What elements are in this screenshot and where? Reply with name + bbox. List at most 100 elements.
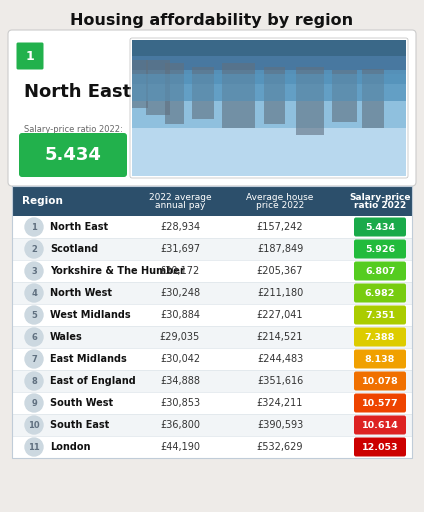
Text: 10.577: 10.577: [362, 398, 398, 408]
Text: £227,041: £227,041: [257, 310, 303, 320]
Bar: [12, 260, 412, 282]
FancyBboxPatch shape: [354, 350, 406, 369]
Text: 5.926: 5.926: [365, 245, 395, 253]
Text: 5.434: 5.434: [365, 223, 395, 231]
Circle shape: [25, 372, 43, 390]
Text: £157,242: £157,242: [257, 222, 303, 232]
Text: 2: 2: [31, 245, 37, 253]
Text: 10: 10: [28, 420, 40, 430]
Text: 9: 9: [31, 398, 37, 408]
FancyBboxPatch shape: [354, 240, 406, 259]
Bar: [132, 70, 406, 83]
Circle shape: [25, 262, 43, 280]
Text: Yorkshire & The Humber: Yorkshire & The Humber: [50, 266, 185, 276]
Circle shape: [25, 328, 43, 346]
Text: 1: 1: [31, 223, 37, 231]
Text: £324,211: £324,211: [257, 398, 303, 408]
Text: ratio 2022: ratio 2022: [354, 202, 406, 210]
Text: £187,849: £187,849: [257, 244, 303, 254]
Text: North East: North East: [24, 83, 131, 101]
Circle shape: [25, 416, 43, 434]
Circle shape: [25, 284, 43, 302]
FancyBboxPatch shape: [354, 262, 406, 281]
Text: Salary-price ratio 2022:: Salary-price ratio 2022:: [24, 125, 123, 135]
Text: Scotland: Scotland: [50, 244, 98, 254]
Text: 7: 7: [31, 354, 37, 364]
Text: 11: 11: [28, 442, 40, 452]
FancyBboxPatch shape: [354, 284, 406, 303]
Bar: [132, 56, 406, 70]
Bar: [165, 63, 184, 124]
FancyBboxPatch shape: [354, 416, 406, 435]
Text: Region: Region: [22, 196, 63, 206]
Text: 10.614: 10.614: [362, 420, 399, 430]
Text: £390,593: £390,593: [257, 420, 303, 430]
Bar: [12, 282, 412, 304]
Text: 1: 1: [25, 50, 34, 62]
Bar: [132, 60, 148, 108]
Text: £44,190: £44,190: [160, 442, 200, 452]
Text: Salary-price: Salary-price: [349, 193, 411, 202]
Text: 4: 4: [31, 288, 37, 297]
Circle shape: [25, 240, 43, 258]
Text: £244,483: £244,483: [257, 354, 303, 364]
Text: Wales: Wales: [50, 332, 83, 342]
Text: East of England: East of England: [50, 376, 136, 386]
Text: price 2022: price 2022: [256, 202, 304, 210]
Text: Housing affordability by region: Housing affordability by region: [70, 13, 354, 28]
Bar: [296, 67, 324, 135]
Bar: [12, 370, 412, 392]
Bar: [264, 67, 285, 124]
Text: £36,800: £36,800: [160, 420, 200, 430]
Bar: [132, 83, 406, 101]
FancyBboxPatch shape: [354, 218, 406, 237]
Text: 8: 8: [31, 376, 37, 386]
Bar: [132, 74, 406, 101]
Circle shape: [25, 438, 43, 456]
Text: 5.434: 5.434: [45, 146, 101, 164]
Text: £30,884: £30,884: [160, 310, 200, 320]
Bar: [223, 63, 255, 129]
Text: 8.138: 8.138: [365, 354, 395, 364]
Text: 12.053: 12.053: [362, 442, 398, 452]
Text: £351,616: £351,616: [257, 376, 303, 386]
FancyBboxPatch shape: [354, 437, 406, 457]
Bar: [132, 101, 406, 129]
Bar: [192, 67, 214, 119]
Bar: [146, 60, 170, 115]
Bar: [12, 216, 412, 238]
Bar: [12, 238, 412, 260]
Text: £28,934: £28,934: [160, 222, 200, 232]
Circle shape: [25, 350, 43, 368]
Bar: [12, 414, 412, 436]
Circle shape: [25, 394, 43, 412]
Text: £214,521: £214,521: [257, 332, 303, 342]
Text: £30,853: £30,853: [160, 398, 200, 408]
Bar: [12, 392, 412, 414]
Text: South West: South West: [50, 398, 113, 408]
Text: Average house: Average house: [246, 193, 314, 202]
Text: £30,172: £30,172: [160, 266, 200, 276]
Bar: [132, 128, 406, 176]
Text: East Midlands: East Midlands: [50, 354, 127, 364]
Text: annual pay: annual pay: [155, 202, 205, 210]
Text: 7.388: 7.388: [365, 332, 395, 342]
Bar: [12, 304, 412, 326]
Bar: [12, 186, 412, 458]
Text: 6.807: 6.807: [365, 267, 395, 275]
Text: 3: 3: [31, 267, 37, 275]
Text: North East: North East: [50, 222, 108, 232]
Text: 6: 6: [31, 332, 37, 342]
Text: London: London: [50, 442, 90, 452]
Text: West Midlands: West Midlands: [50, 310, 131, 320]
Bar: [12, 186, 412, 216]
Text: £30,042: £30,042: [160, 354, 200, 364]
FancyBboxPatch shape: [17, 42, 44, 70]
Text: £31,697: £31,697: [160, 244, 200, 254]
FancyBboxPatch shape: [354, 328, 406, 347]
Text: £211,180: £211,180: [257, 288, 303, 298]
Text: 2022 average: 2022 average: [149, 193, 211, 202]
Text: South East: South East: [50, 420, 109, 430]
Text: £532,629: £532,629: [257, 442, 303, 452]
FancyBboxPatch shape: [354, 372, 406, 391]
